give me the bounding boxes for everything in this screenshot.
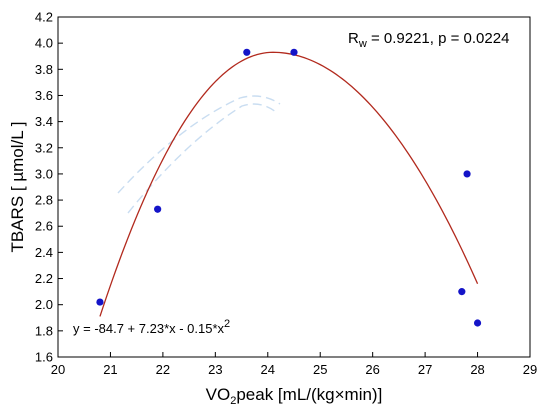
y-tick-label: 4.2 bbox=[35, 10, 53, 25]
y-tick-label: 3.2 bbox=[35, 140, 53, 155]
y-tick-label: 2.6 bbox=[35, 219, 53, 234]
y-tick-label: 3.0 bbox=[35, 166, 53, 181]
x-tick-label: 29 bbox=[523, 362, 537, 377]
data-point bbox=[463, 170, 471, 178]
x-tick-label: 24 bbox=[261, 362, 275, 377]
x-tick-label: 25 bbox=[313, 362, 327, 377]
y-tick-label: 3.6 bbox=[35, 88, 53, 103]
fit-equation: y = -84.7 + 7.23*x - 0.15*x2 bbox=[73, 318, 230, 336]
y-tick-label: 1.8 bbox=[35, 323, 53, 338]
y-axis-label: TBARS [ µmol/L ] bbox=[8, 121, 27, 252]
data-point bbox=[458, 288, 466, 296]
data-point bbox=[154, 205, 162, 213]
y-tick-label: 2.4 bbox=[35, 245, 53, 260]
x-tick-label: 27 bbox=[418, 362, 432, 377]
correlation-annotation: Rw = 0.9221, p = 0.0224 bbox=[348, 30, 509, 50]
y-tick-label: 3.4 bbox=[35, 114, 53, 129]
y-tick-label: 3.8 bbox=[35, 62, 53, 77]
x-tick-label: 21 bbox=[103, 362, 117, 377]
data-point bbox=[96, 298, 104, 306]
x-axis: 20 21 22 23 24 25 26 27 28 29 bbox=[51, 352, 537, 377]
x-tick-label: 28 bbox=[470, 362, 484, 377]
y-tick-label: 4.0 bbox=[35, 36, 53, 51]
data-points bbox=[96, 48, 482, 327]
x-tick-label: 26 bbox=[365, 362, 379, 377]
y-tick-label: 2.2 bbox=[35, 271, 53, 286]
x-axis-label: VO2peak [mL/(kg×min)] bbox=[206, 385, 383, 407]
y-tick-label: 1.6 bbox=[35, 350, 53, 365]
fit-curve bbox=[99, 51, 479, 317]
y-tick-label: 2.0 bbox=[35, 297, 53, 312]
data-point bbox=[473, 319, 482, 327]
x-tick-label: 20 bbox=[51, 362, 65, 377]
data-point bbox=[243, 48, 251, 56]
y-tick-label: 2.8 bbox=[35, 193, 53, 208]
data-point bbox=[290, 48, 298, 56]
x-tick-label: 23 bbox=[208, 362, 222, 377]
y-axis: 1.6 1.8 2.0 2.2 2.4 2.6 2.8 3.0 3.2 3.4 3.6 3.8 4.0 4… bbox=[35, 10, 63, 365]
x-tick-label: 22 bbox=[156, 362, 170, 377]
plot-area-frame bbox=[57, 16, 531, 358]
ghost-artifact bbox=[117, 95, 281, 214]
